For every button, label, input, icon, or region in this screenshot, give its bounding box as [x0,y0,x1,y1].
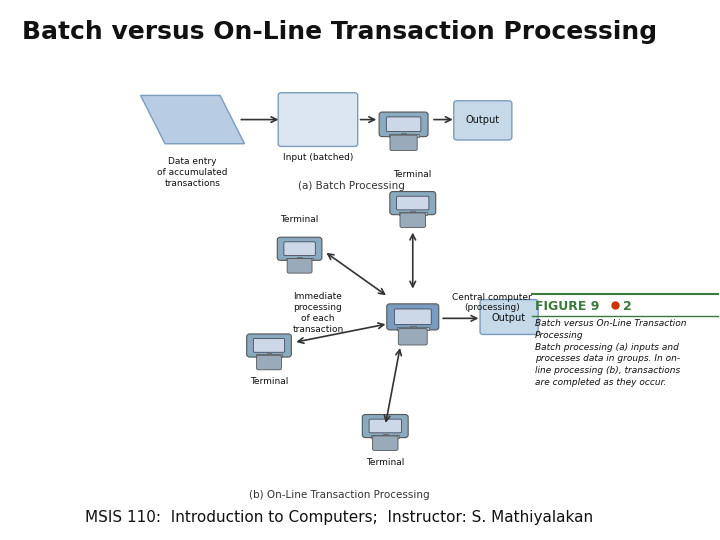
FancyBboxPatch shape [387,304,438,330]
Bar [389,134,418,137]
FancyBboxPatch shape [372,436,398,450]
Bar [401,133,406,136]
Text: Central computer
(processing): Central computer (processing) [452,293,532,312]
Text: (b) On-Line Transaction Processing: (b) On-Line Transaction Processing [249,490,430,500]
FancyBboxPatch shape [256,355,282,370]
FancyBboxPatch shape [387,117,421,132]
FancyBboxPatch shape [398,329,427,345]
Text: Batch processing (a) inputs and
processes data in groups. In on-
line processing: Batch processing (a) inputs and processe… [535,342,680,387]
Text: (a) Batch Processing: (a) Batch Processing [298,181,405,191]
Text: Output: Output [492,313,526,323]
Text: Terminal: Terminal [250,377,288,387]
FancyBboxPatch shape [284,242,315,255]
Bar [286,258,313,260]
Bar [372,435,399,437]
FancyBboxPatch shape [362,415,408,437]
Bar [383,434,387,436]
Text: Output: Output [465,114,500,125]
FancyBboxPatch shape [287,259,312,273]
Text: Terminal: Terminal [394,170,432,179]
FancyBboxPatch shape [278,93,358,146]
Text: Input (batched): Input (batched) [283,153,353,162]
FancyBboxPatch shape [390,192,436,215]
FancyBboxPatch shape [247,334,292,357]
FancyBboxPatch shape [395,309,431,325]
FancyBboxPatch shape [397,196,429,210]
FancyBboxPatch shape [277,237,322,260]
Text: FIGURE 9: FIGURE 9 [535,300,600,313]
Text: 2: 2 [623,300,631,313]
FancyBboxPatch shape [369,419,401,433]
Bar [266,353,271,356]
FancyBboxPatch shape [454,101,512,140]
FancyBboxPatch shape [379,112,428,137]
Text: Data entry
of accumulated
transactions: Data entry of accumulated transactions [157,157,228,188]
Text: Batch versus On-Line Transaction Processing: Batch versus On-Line Transaction Process… [22,20,657,44]
Polygon shape [140,96,245,144]
Bar [410,326,415,329]
Text: MSIS 110:  Introduction to Computers;  Instructor: S. Mathiyalakan: MSIS 110: Introduction to Computers; Ins… [85,510,593,525]
Bar [256,354,282,357]
Bar [399,212,427,214]
FancyBboxPatch shape [400,213,426,227]
Text: Immediate
processing
of each
transaction: Immediate processing of each transaction [292,292,343,334]
FancyBboxPatch shape [253,339,284,352]
FancyBboxPatch shape [390,135,417,151]
Text: Batch versus On-Line Transaction
Processing: Batch versus On-Line Transaction Process… [535,320,687,340]
Bar [410,211,415,213]
FancyBboxPatch shape [480,300,538,334]
Text: Terminal: Terminal [366,458,405,467]
Bar [297,256,302,259]
Bar [397,327,429,330]
Text: Terminal: Terminal [280,215,319,224]
